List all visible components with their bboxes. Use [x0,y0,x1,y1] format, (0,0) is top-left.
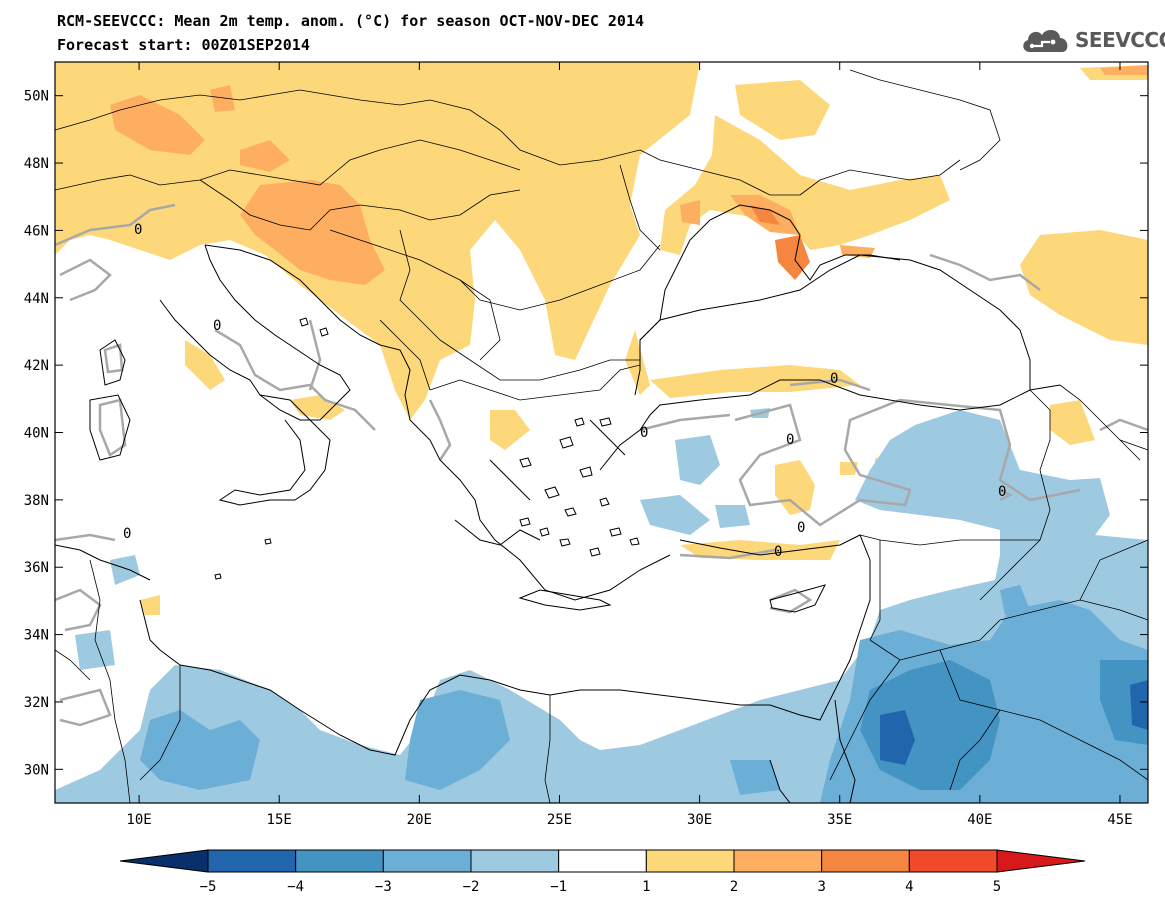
cool-field-m2-m3 [730,760,780,795]
colorbar-swatches [119,849,1086,873]
warm-field-1-2 [625,330,650,395]
warm-field-1-2 [55,62,700,420]
latitude-axis: 50N 48N 46N 44N 42N 40N 38N 36N 34N 32N 30N [24,89,1148,778]
cool-field-m1-m2 [620,755,635,785]
colorbar-tick-label: 2 [730,879,738,895]
warm-field-1-2 [735,80,830,140]
lon-label: 30E [687,812,712,828]
contour-label: 0 [998,484,1006,500]
cool-field-m2-m3 [1000,585,1030,615]
lon-label: 10E [126,812,151,828]
colorbar-swatch [295,849,384,873]
lon-label: 35E [827,812,852,828]
lat-label: 36N [24,560,49,576]
colorbar-swatch [207,849,297,873]
cool-field-m4-m5 [1130,680,1148,730]
cool-field-m1-m2 [675,435,720,485]
lon-label: 20E [407,812,432,828]
lat-label: 30N [24,762,49,778]
colorbar-swatch [382,849,472,873]
warm-field-2-3 [110,95,205,155]
seevccc-logo: SEEVCCC [1020,24,1165,56]
warm-field-2-3 [210,85,235,112]
lat-label: 40N [24,426,49,442]
cool-field-m1-m2 [75,630,115,670]
colorbar-swatch [558,849,647,873]
contour-label: 0 [134,222,142,238]
coastlines [55,204,1061,803]
warm-field-1-2 [185,340,225,390]
zero-contour-labels: 0 0 0 0 0 0 0 0 0 [123,222,1006,560]
colorbar-swatch [645,849,735,873]
lat-label: 46N [24,223,49,239]
warm-field-1-2 [1050,400,1095,445]
country-borders [55,69,1148,803]
map-title: RCM-SEEVCCC: Mean 2m temp. anom. (°C) fo… [57,12,644,30]
cool-field-m1-m2 [110,555,140,585]
lat-label: 32N [24,695,49,711]
colorbar-tick-label: −4 [287,879,304,895]
warm-field-1-2 [140,595,160,615]
warm-field-1-2 [680,540,840,560]
colorbar-tick-label: 4 [905,879,913,895]
contour-label: 0 [640,425,648,441]
aegean-islands [214,317,640,580]
colorbar-tick-label: 3 [817,879,825,895]
contour-label: 0 [123,526,131,542]
cool-field-m1-m2 [715,505,750,528]
lat-label: 50N [24,89,49,105]
colorbar-tick-label: −1 [550,879,567,895]
warm-field-2-3 [680,200,700,225]
warm-field-1-2 [1020,230,1148,345]
cool-field-m2-m3 [140,710,260,790]
colorbar-swatch [733,849,823,873]
cloud-icon [1023,29,1068,52]
lon-label: 40E [967,812,992,828]
contour-label: 0 [213,318,221,334]
logo-text: SEEVCCC [1075,28,1165,52]
colorbar-labels: −5 −4 −3 −2 −1 1 2 3 4 5 [200,879,1002,895]
contour-label: 0 [774,544,782,560]
colorbar-swatch [996,849,1086,873]
warm-field-2-3 [240,140,290,172]
lon-label: 15E [267,812,292,828]
colorbar-swatch [119,849,209,873]
warm-field-2-3 [1100,65,1148,75]
colorbar-swatch [908,849,998,873]
cool-field-m4-m5 [880,710,915,765]
lat-label: 42N [24,358,49,374]
warm-field-1-2 [490,410,530,450]
contour-label: 0 [797,520,805,536]
cool-field-m1-m2 [640,495,710,535]
lon-label: 25E [547,812,572,828]
warm-field-2-3 [240,180,385,285]
lat-label: 38N [24,493,49,509]
warm-field-3-4 [750,205,780,225]
colorbar-tick-label: 5 [993,879,1001,895]
lon-label: 45E [1107,812,1132,828]
contour-label: 0 [786,432,794,448]
colorbar-tick-label: −2 [463,879,480,895]
warm-field-1-2 [650,365,860,398]
contour-label: 0 [830,371,838,387]
colorbar-tick-label: −5 [200,879,217,895]
colorbar-swatch [821,849,910,873]
forecast-start-label: Forecast start: 00Z01SEP2014 [57,36,310,54]
colorbar-tick-label: −3 [375,879,392,895]
colorbar-tick-label: 1 [642,879,650,895]
colorbar-swatch [470,849,560,873]
lat-label: 48N [24,156,49,172]
lat-label: 34N [24,628,49,644]
longitude-axis: 10E 15E 20E 25E 30E 35E 40E 45E [126,62,1133,828]
map-fields: 0 0 0 0 0 0 0 0 0 [55,62,1148,803]
cool-field-m2-m3 [405,690,510,790]
zero-contour [55,203,1148,727]
lat-label: 44N [24,291,49,307]
warm-field-1-2 [660,115,950,255]
